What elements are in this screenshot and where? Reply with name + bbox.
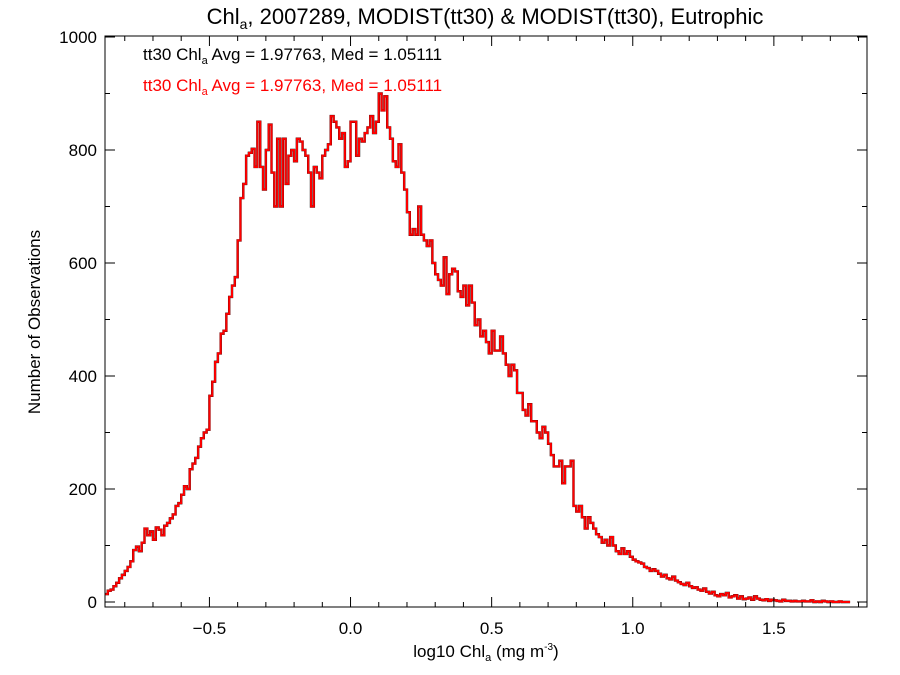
y-tick-label: 1000 [59, 28, 97, 47]
x-tick-label: 1.5 [762, 619, 786, 638]
x-tick-label: 0.0 [339, 619, 363, 638]
series-line-1 [105, 92, 851, 603]
x-axis-label: log10 Chla (mg m-3) [413, 642, 558, 664]
annotation-black: tt30 Chla Avg = 1.97763, Med = 1.05111 [143, 45, 442, 67]
series-line-0 [105, 92, 851, 604]
x-tick-label: −0.5 [193, 619, 227, 638]
y-tick-label: 200 [69, 480, 97, 499]
chart-title: Chla, 2007289, MODIST(tt30) & MODIST(tt3… [207, 4, 764, 32]
annotation-red: tt30 Chla Avg = 1.97763, Med = 1.05111 [143, 76, 442, 98]
histogram-series [105, 92, 851, 604]
x-tick-label: 1.0 [621, 619, 645, 638]
y-axis-label: Number of Observations [25, 230, 44, 414]
y-tick-label: 600 [69, 254, 97, 273]
y-axis: 0 200 400 600 800 1000 [59, 28, 867, 612]
y-tick-label: 0 [88, 593, 97, 612]
x-axis: −0.5 0.0 0.5 1.0 1.5 [124, 36, 860, 638]
x-tick-label: 0.5 [480, 619, 504, 638]
y-tick-label: 400 [69, 367, 97, 386]
y-tick-label: 800 [69, 141, 97, 160]
plot-frame [104, 35, 868, 608]
